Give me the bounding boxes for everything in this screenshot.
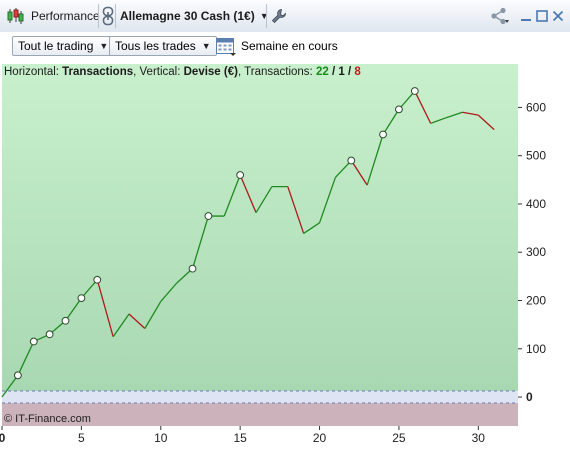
trade-point[interactable]: [77, 294, 86, 302]
trade-point[interactable]: [29, 337, 38, 346]
x-tick-label: 5: [78, 431, 85, 445]
x-tick-label: 0: [0, 431, 6, 445]
maximize-icon[interactable]: [536, 0, 548, 32]
equity-segment: [398, 90, 416, 110]
y-tick-label: 200: [526, 294, 546, 308]
trade-point[interactable]: [236, 171, 245, 179]
chevron-down-icon: ▼: [201, 41, 211, 51]
vertical-axis-value: Devise (€): [183, 66, 238, 78]
tab-performance[interactable]: Performance: [31, 0, 100, 32]
equity-segment: [80, 279, 98, 299]
trade-point[interactable]: [379, 130, 387, 139]
y-tick-label: 0: [526, 390, 533, 404]
y-tick-label: 300: [526, 245, 546, 259]
candlestick-icon: [6, 0, 24, 32]
title-bar: Performance Allemagne 30 Cash (1€) ▼: [0, 0, 570, 33]
chart-legend: Horizontal: Transactions, Vertical: Devi…: [4, 66, 361, 78]
calendar-icon[interactable]: [215, 35, 237, 60]
minimize-icon[interactable]: [520, 0, 532, 32]
chevron-down-icon: ▼: [99, 41, 109, 51]
positive-zone: [2, 64, 518, 392]
trade-point[interactable]: [347, 156, 356, 165]
close-icon[interactable]: [552, 0, 564, 32]
copyright-watermark: © IT-Finance.com: [4, 413, 91, 425]
y-tick-label: 400: [526, 197, 546, 211]
trades-filter-dropdown[interactable]: Tous les trades ▼: [109, 36, 217, 56]
wrench-icon[interactable]: [271, 0, 287, 32]
trade-point[interactable]: [204, 212, 213, 220]
equity-segment: [128, 313, 146, 329]
x-tick-label: 25: [392, 431, 406, 445]
x-tick-label: 10: [154, 431, 168, 445]
y-tick-label: 100: [526, 342, 546, 356]
equity-segment: [223, 174, 241, 217]
share-icon[interactable]: [490, 0, 510, 32]
equity-segment: [350, 160, 368, 186]
link-icon[interactable]: [102, 0, 114, 32]
equity-segment: [287, 186, 305, 234]
equity-segment: [191, 215, 210, 269]
equity-segment: [144, 301, 162, 329]
equity-segment: [414, 90, 432, 124]
equity-segment: [96, 279, 114, 337]
y-tick-label: 500: [526, 149, 546, 163]
trade-point[interactable]: [395, 105, 403, 114]
equity-segment: [446, 111, 463, 119]
y-tick-label: 600: [526, 100, 546, 114]
x-tick-label: 30: [472, 431, 486, 445]
equity-segment: [382, 109, 400, 135]
equity-segment: [303, 222, 320, 234]
horizontal-axis-value: Transactions: [62, 66, 134, 78]
negative-zone: [2, 403, 518, 426]
losing-trades-count: 8: [354, 66, 361, 78]
trading-filter-dropdown[interactable]: Tout le trading ▼: [12, 36, 115, 56]
trade-point[interactable]: [410, 87, 419, 95]
equity-segment: [1, 374, 19, 398]
period-label: Semaine en cours: [241, 39, 338, 53]
x-tick-label: 15: [233, 431, 247, 445]
x-tick-label: 20: [313, 431, 327, 445]
neutral-trades-count: 1: [338, 66, 345, 78]
performance-chart: 0 100 200 300 400 500 600 0 5 10 15 20 25 30: [0, 62, 570, 450]
equity-segment: [462, 111, 479, 116]
trade-point[interactable]: [13, 371, 22, 380]
trade-point[interactable]: [93, 275, 102, 284]
equity-segment: [17, 341, 35, 376]
equity-segment: [477, 114, 495, 131]
trade-point[interactable]: [188, 264, 197, 273]
equity-segment: [318, 177, 337, 224]
instrument-selector[interactable]: Allemagne 30 Cash (1€) ▼: [120, 0, 269, 32]
equity-segment: [430, 116, 447, 124]
trade-point[interactable]: [61, 316, 70, 325]
trade-point[interactable]: [45, 330, 54, 339]
equity-segment: [366, 134, 384, 186]
equity-segment: [239, 174, 257, 213]
trading-filter-label: Tout le trading: [18, 39, 94, 53]
filter-toolbar: Tout le trading ▼ Tous les trades ▼ Sema…: [0, 32, 570, 62]
instrument-label: Allemagne 30 Cash (1€): [120, 9, 255, 23]
equity-segment: [64, 297, 82, 322]
tab-performance-label: Performance: [31, 9, 100, 23]
trades-filter-label: Tous les trades: [115, 39, 196, 53]
winning-trades-count: 22: [315, 66, 329, 78]
equity-segment: [112, 313, 130, 338]
equity-segment: [255, 186, 273, 213]
chevron-down-icon: ▼: [259, 11, 269, 21]
equity-segment: [160, 282, 178, 302]
zero-band: [2, 391, 518, 404]
